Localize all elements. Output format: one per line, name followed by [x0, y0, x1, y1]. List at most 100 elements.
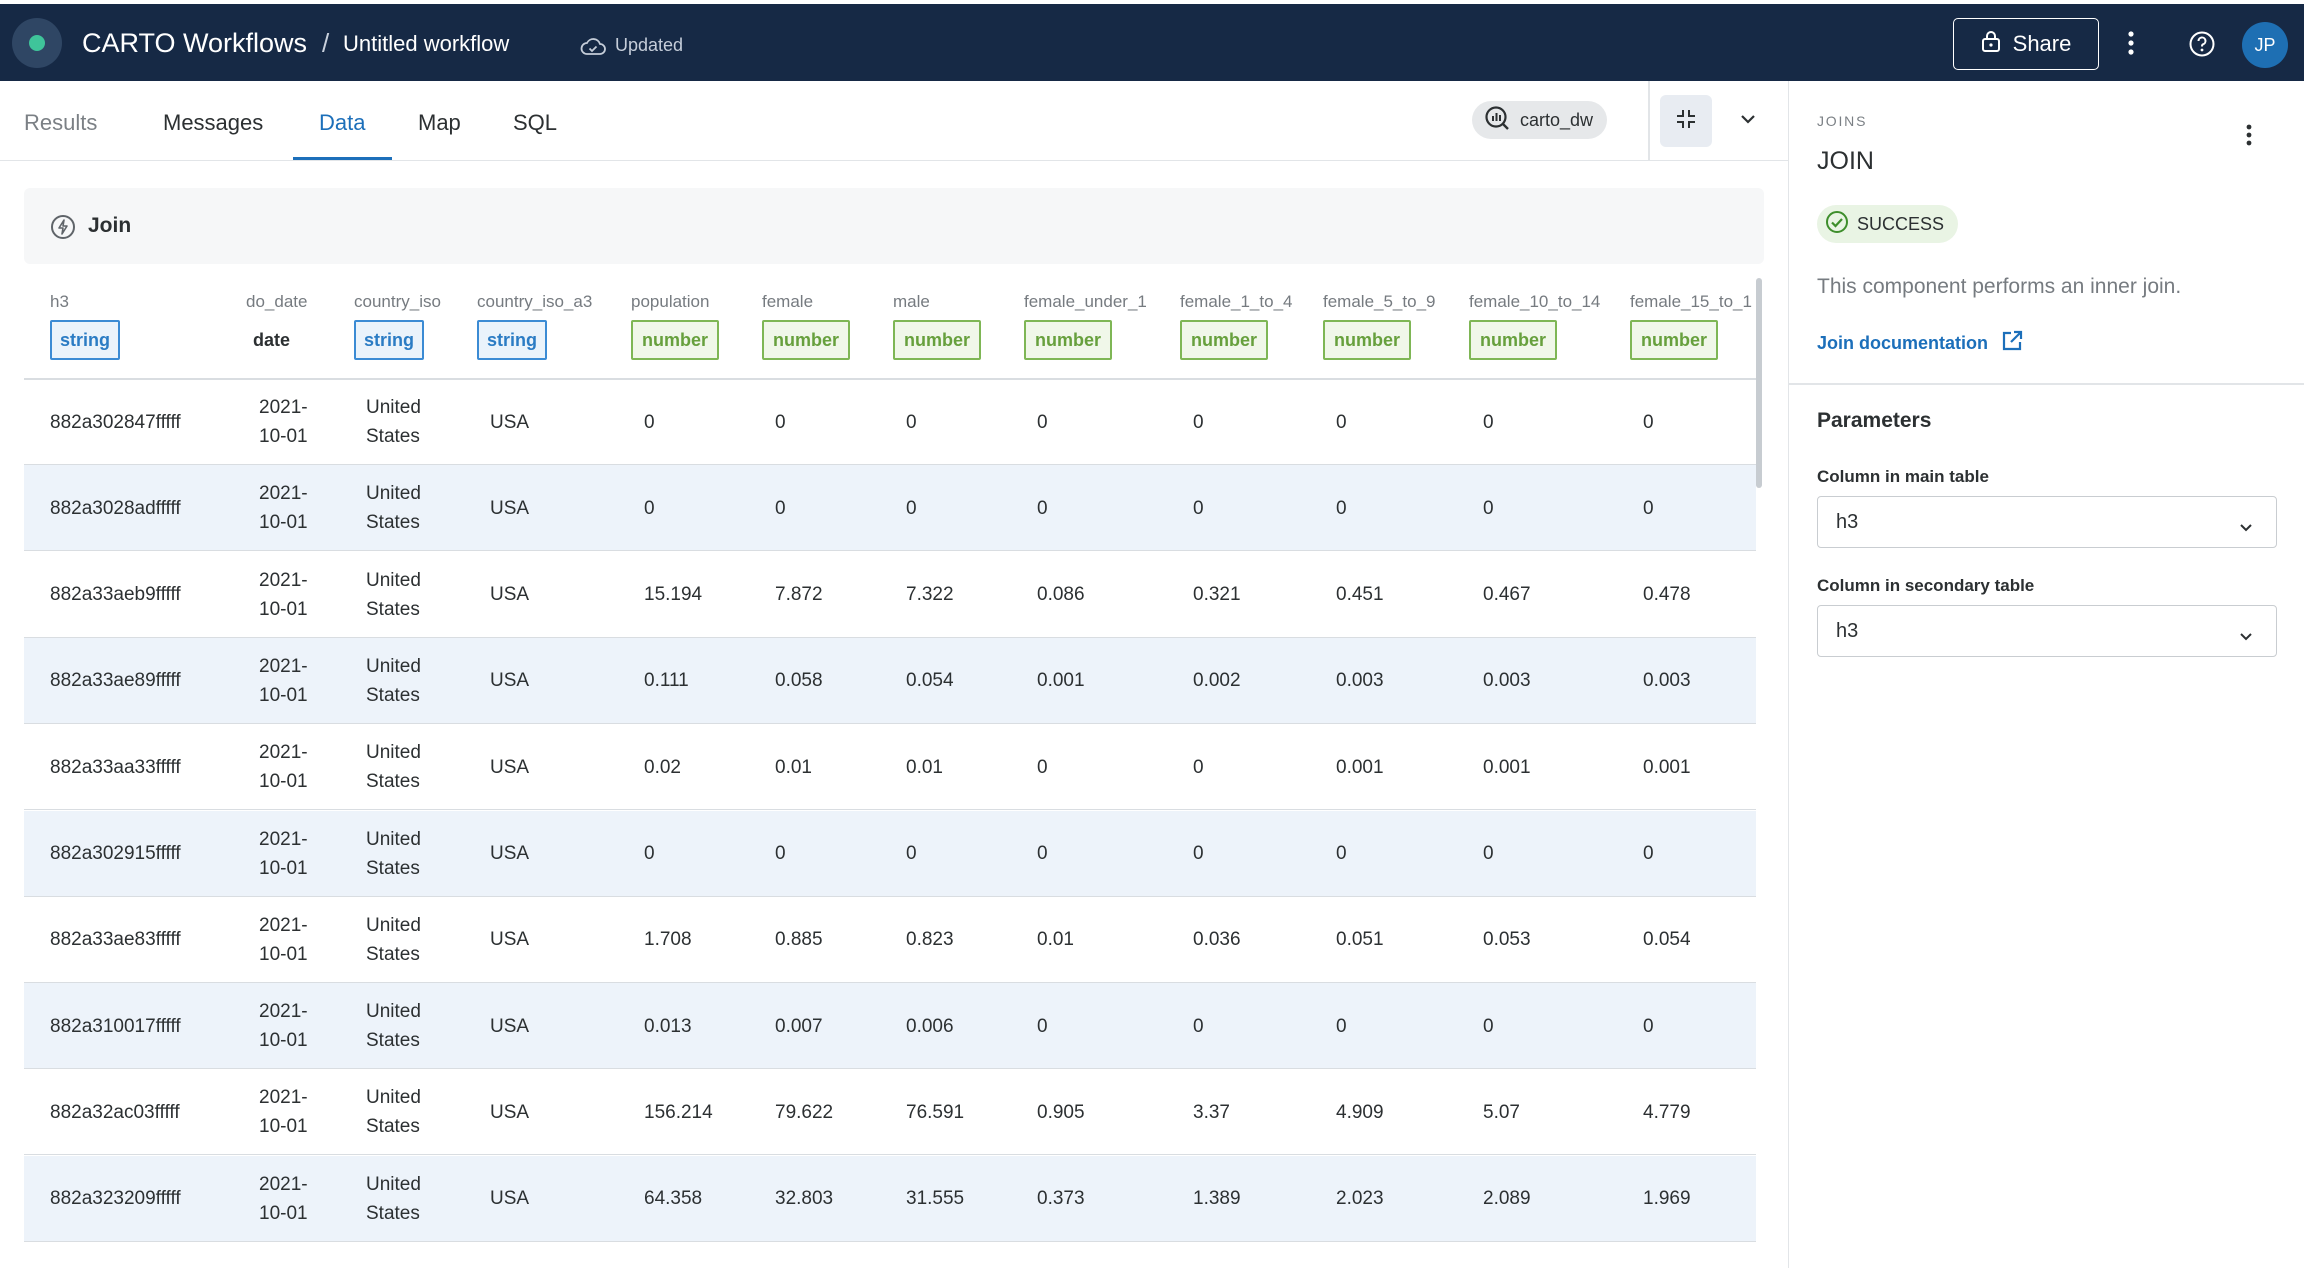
table-cell: 0 [1643, 1015, 1654, 1037]
column-header-country-iso-a3[interactable]: country_iso_a3 [477, 292, 593, 311]
table-cell: 0.01 [906, 756, 943, 778]
secondary-column-label: Column in secondary table [1817, 576, 2035, 595]
country-cell: United States [366, 379, 421, 465]
cell-text-line: 10-01 [259, 857, 308, 879]
table-cell: 0.01 [1037, 929, 1074, 951]
table-cell: 0.051 [1336, 929, 1384, 951]
cell-text-line: 2021- [259, 655, 308, 677]
table-cell: USA [490, 929, 530, 951]
table-row[interactable]: 882a302915fffff 2021- 10-01 United States USA… [24, 810, 1756, 897]
table-scrollbar[interactable] [1756, 278, 1762, 488]
component-details-panel: JOINS JOIN SUCCESS This component perfor… [1788, 81, 2304, 1268]
help-icon[interactable] [2188, 30, 2216, 63]
cell-text-line: 10-01 [259, 684, 308, 706]
table-cell: 156.214 [644, 1101, 713, 1123]
column-header-population[interactable]: population [631, 292, 710, 311]
app-title[interactable]: CARTO Workflows [82, 28, 308, 58]
date-cell: 2021- 10-01 [259, 811, 308, 897]
user-avatar[interactable]: JP [2242, 22, 2288, 68]
tab-sql[interactable]: SQL [513, 110, 558, 135]
panel-divider [1789, 383, 2304, 385]
table-row[interactable]: 882a302847fffff 2021- 10-01 United States USA… [24, 379, 1756, 465]
table-cell: 0 [1336, 843, 1347, 864]
table-row[interactable]: 882a33ae89fffff 2021- 10-01 United States USA… [24, 637, 1756, 724]
share-label: Share [2012, 31, 2072, 56]
column-type-badge: number [1630, 320, 1718, 360]
table-row[interactable]: 882a33aa33fffff 2021- 10-01 United States USA… [24, 724, 1756, 811]
share-button[interactable]: Share [1953, 18, 2099, 70]
table-cell: 0.467 [1483, 584, 1531, 606]
table-cell: 0 [1037, 1015, 1048, 1037]
column-header-female-under-1[interactable]: female_under_1 [1024, 292, 1147, 311]
column-header-h3[interactable]: h3 [50, 292, 69, 311]
date-cell: 2021- 10-01 [259, 1156, 308, 1242]
table-cell: USA [490, 497, 530, 519]
panel-more-icon[interactable] [2245, 123, 2253, 152]
carto-logo[interactable] [12, 18, 62, 68]
table-cell: 0 [1037, 497, 1048, 519]
chevron-down-icon[interactable] [1738, 111, 1758, 132]
table-cell: 0 [1193, 843, 1204, 864]
country-cell: United States [366, 811, 421, 897]
table-cell: 0 [1193, 1015, 1204, 1037]
cell-text-line: 2021- [259, 569, 308, 591]
table-cell: 0 [1643, 411, 1654, 433]
tab-messages[interactable]: Messages [163, 110, 264, 135]
table-cell: 0.111 [644, 670, 689, 692]
table-row[interactable]: 882a323209fffff 2021- 10-01 United States USA… [24, 1155, 1756, 1242]
cell-text-line: 2021- [259, 1087, 308, 1109]
breadcrumb-separator: / [322, 28, 330, 58]
header-divider [24, 378, 1756, 380]
table-cell: 882a302915fffff [50, 843, 181, 864]
cell-text-line: United [366, 1001, 421, 1023]
tab-data[interactable]: Data [319, 110, 366, 135]
column-header-female-10-to-14[interactable]: female_10_to_14 [1469, 292, 1601, 311]
column-header-male[interactable]: male [893, 292, 930, 311]
country-cell: United States [366, 983, 421, 1069]
workflow-title[interactable]: Untitled workflow [343, 31, 510, 56]
connection-chip[interactable]: carto_dw [1472, 101, 1608, 139]
secondary-column-select[interactable]: h3 [1817, 605, 2277, 657]
secondary-column-value: h3 [1836, 619, 1859, 642]
column-type-badge: number [893, 320, 981, 360]
table-row[interactable]: 882a33ae83fffff 2021- 10-01 United States USA… [24, 897, 1756, 983]
component-title: JOIN [1817, 147, 1874, 175]
main-column-select[interactable]: h3 [1817, 496, 2277, 548]
cell-text-line: 10-01 [259, 1030, 308, 1052]
table-row[interactable]: 882a310017fffff 2021- 10-01 United States USA… [24, 983, 1756, 1070]
table-cell: 1.389 [1193, 1188, 1241, 1210]
table-cell: 64.358 [644, 1188, 703, 1210]
column-header-country-iso[interactable]: country_iso [354, 292, 441, 311]
table-cell: 0 [1483, 1015, 1494, 1037]
table-cell: 0 [1336, 497, 1347, 519]
column-header-female[interactable]: female [762, 292, 814, 311]
cell-text-line: United [366, 1087, 421, 1109]
column-type-badge: number [1024, 320, 1112, 360]
cell-text-line: United [366, 914, 421, 936]
column-header-female-1-to-4[interactable]: female_1_to_4 [1180, 292, 1293, 311]
column-header-female-5-to-9[interactable]: female_5_to_9 [1323, 292, 1436, 311]
column-header-female-15-to-1[interactable]: female_15_to_1 [1630, 292, 1752, 311]
cell-text-line: 10-01 [259, 1202, 308, 1224]
collapse-panel-button[interactable] [1660, 95, 1712, 147]
cell-text-line: States [366, 1116, 420, 1138]
table-row[interactable]: 882a3028adfffff 2021- 10-01 United States USA… [24, 465, 1756, 552]
table-cell: 0 [1037, 756, 1048, 778]
table-cell: 0 [644, 497, 655, 519]
more-menu-icon[interactable] [2127, 30, 2135, 61]
table-cell: USA [490, 843, 530, 864]
country-cell: United States [366, 552, 421, 638]
table-cell: 0 [1643, 843, 1654, 864]
table-cell: 882a302847fffff [50, 411, 181, 433]
table-row[interactable]: 882a33aeb9fffff 2021- 10-01 United States USA… [24, 552, 1756, 638]
table-cell: 0.001 [1037, 670, 1085, 692]
table-cell: 0 [775, 843, 786, 864]
table-cell: USA [490, 1101, 530, 1123]
logo-dot-icon [29, 35, 45, 51]
tab-map[interactable]: Map [418, 110, 461, 135]
tab-results[interactable]: Results [24, 110, 98, 135]
table-row[interactable]: 882a32ac03fffff 2021- 10-01 United States USA… [24, 1069, 1756, 1156]
join-documentation-link[interactable]: Join documentation [1817, 329, 2024, 358]
column-header-do-date[interactable]: do_date [246, 292, 308, 311]
cell-text-line: United [366, 1173, 421, 1195]
